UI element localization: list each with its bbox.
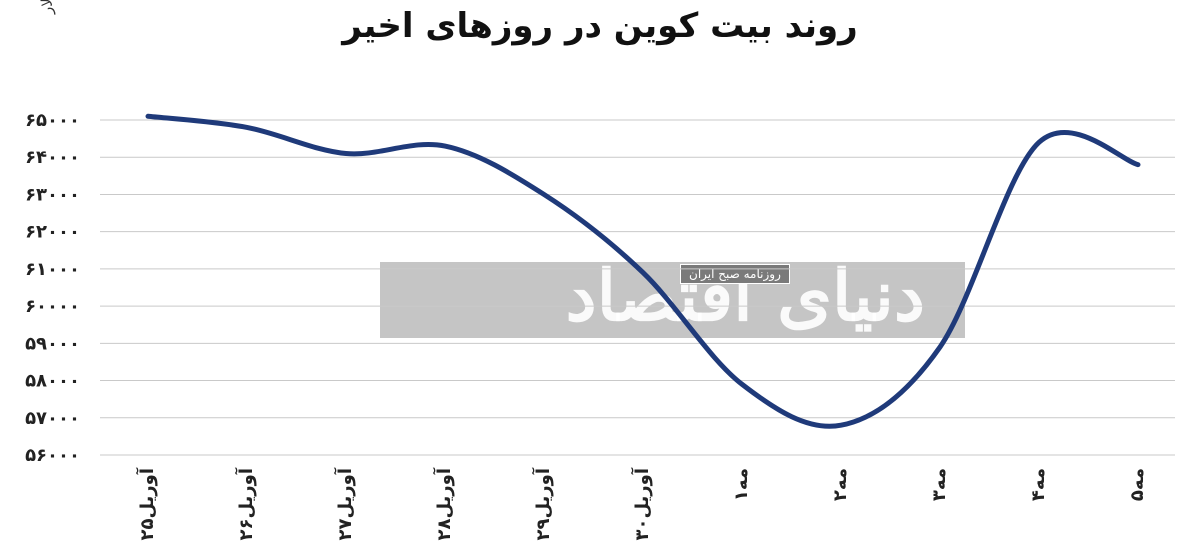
y-tick-label: ۶۴۰۰۰ (25, 147, 80, 168)
y-tick-label: ۶۱۰۰۰ (25, 259, 80, 280)
y-tick-label: ۵۷۰۰۰ (25, 408, 80, 429)
x-tick-label: ۵مه (1127, 468, 1148, 501)
x-tick-label: ۲۷آوریل (333, 467, 356, 540)
x-tick-label: ۱مه (731, 468, 752, 501)
x-tick-label: ۳مه (929, 468, 950, 501)
x-tick-label: ۳۰آوریل (630, 467, 653, 540)
y-tick-label: ۶۲۰۰۰ (25, 222, 80, 243)
chart-title: روند بیت کوین در روزهای اخیر (342, 6, 858, 46)
y-tick-label: ۵۹۰۰۰ (25, 333, 80, 354)
y-tick-label: ۶۵۰۰۰ (25, 110, 80, 131)
y-axis-ticks: ۶۵۰۰۰ ۶۴۰۰۰ ۶۳۰۰۰ ۶۲۰۰۰ ۶۱۰۰۰ ۶۰۰۰۰ ۵۹۰۰۰ ۵۸۰۰۰… (25, 110, 80, 466)
grid-lines (100, 119, 1175, 456)
x-axis-ticks: ۲۵آوریل ۲۶آوریل ۲۷آوریل ۲۸آوریل ۲۹آوریل ۳۰آور… (135, 467, 1148, 540)
x-tick-label: ۲۹آوریل (531, 467, 554, 540)
watermark-logo: دنیای اقتصاد روزنامه صبح ایران (380, 254, 965, 338)
x-tick-label: ۲مه (830, 468, 851, 501)
series-layer (145, 113, 1141, 429)
x-tick-label: ۲۶آوریل (234, 467, 257, 540)
x-tick-label: ۲۵آوریل (135, 467, 158, 540)
y-tick-label: ۵۸۰۰۰ (25, 371, 80, 392)
y-tick-label: ۵۶۰۰۰ (25, 445, 80, 466)
x-tick-label: ۴مه (1028, 468, 1049, 501)
y-tick-label: ۶۳۰۰۰ (25, 184, 80, 205)
x-tick-label: ۲۸آوریل (432, 467, 455, 540)
series-line (145, 113, 1141, 429)
y-tick-label: ۶۰۰۰۰ (25, 296, 80, 317)
